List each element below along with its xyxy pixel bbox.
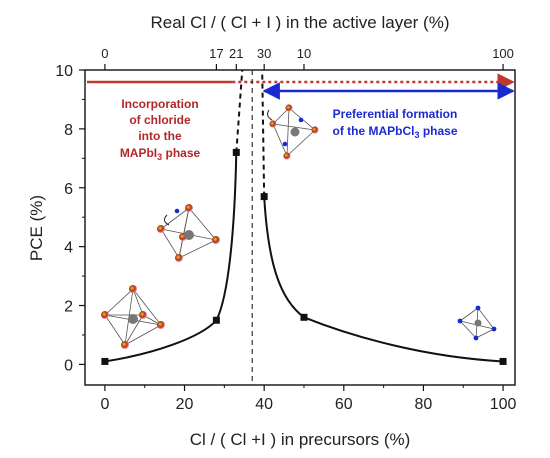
phase-arrows (87, 73, 515, 100)
x-tick-label: 0 (100, 396, 109, 413)
y-axis-title: PCE (%) (27, 195, 46, 261)
octahedron-icon-right-phase (267, 104, 319, 160)
octahedron-icon-blue (457, 305, 497, 341)
data-point (300, 313, 308, 321)
bottom-axis-ticks: 0 20 40 60 80 100 (100, 385, 517, 413)
octahedron-icon-small (101, 285, 165, 349)
x-axis-title: Cl / ( Cl +I ) in precursors (%) (190, 430, 411, 449)
dashed-connector-left (235, 69, 244, 153)
top-axis-ticks: 0 17 21 30 10 100 (101, 46, 514, 70)
plot-frame (84, 69, 516, 386)
left-annotation-line-2: of chloride (129, 113, 191, 127)
right-annotation: Preferential formation of the MAPbCl3 ph… (332, 107, 457, 140)
data-point (232, 148, 240, 156)
data-point (101, 357, 109, 365)
top-tick-label: 30 (257, 46, 271, 61)
top-tick-label: 10 (297, 46, 311, 61)
x-tick-label: 100 (490, 396, 517, 413)
left-annotation-line-1: Incorporation (121, 97, 198, 111)
top-tick-label: 100 (492, 46, 514, 61)
x-tick-label: 80 (415, 396, 433, 413)
x-tick-label: 60 (335, 396, 353, 413)
y-tick-label: 0 (64, 357, 73, 374)
dashed-connector-right (261, 69, 266, 197)
data-points (101, 148, 507, 365)
data-point (260, 193, 268, 201)
left-annotation-phase: MAPbI3 phase (120, 146, 201, 162)
left-annotation-line-3: into the (138, 129, 182, 143)
left-annotation: Incorporation of chloride into the MAPbI… (120, 97, 201, 162)
y-tick-label: 8 (64, 122, 73, 139)
right-annotation-line-1: Preferential formation (333, 107, 458, 121)
y-tick-label: 10 (55, 63, 73, 80)
top-tick-label: 17 (209, 46, 223, 61)
data-point (212, 316, 220, 324)
top-axis-title: Real Cl / ( Cl + I ) in the active layer… (150, 13, 449, 32)
y-tick-label: 2 (64, 299, 73, 316)
top-tick-label: 21 (229, 46, 243, 61)
left-axis-ticks: 0 2 4 6 8 10 (55, 63, 85, 374)
right-annotation-phase: of the MAPbCl3 phase (332, 124, 457, 140)
curve-right (263, 196, 504, 363)
x-tick-label: 20 (176, 396, 194, 413)
y-tick-label: 4 (64, 240, 73, 257)
y-tick-label: 6 (64, 181, 73, 198)
octahedron-icon-medium (157, 204, 220, 262)
data-point (499, 357, 507, 365)
curve-left (104, 152, 238, 363)
x-tick-label: 40 (255, 396, 273, 413)
top-tick-label: 0 (101, 46, 108, 61)
